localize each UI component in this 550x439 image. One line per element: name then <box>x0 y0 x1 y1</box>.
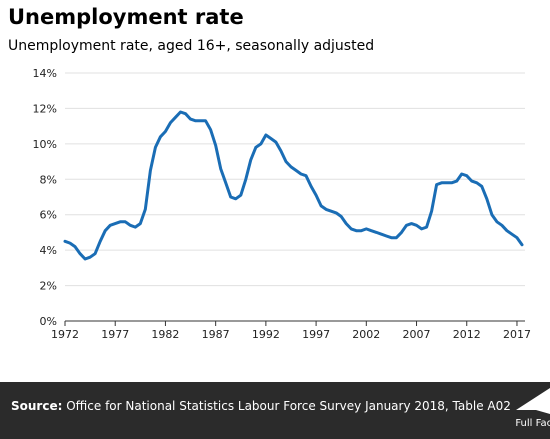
y-tick-label: 2% <box>40 280 57 293</box>
x-tick-label: 1977 <box>101 328 129 341</box>
x-tick-label: 1987 <box>202 328 230 341</box>
source-text: Source: Office for National Statistics L… <box>11 399 511 413</box>
y-tick-label: 0% <box>40 315 57 328</box>
source-footer: Source: Office for National Statistics L… <box>0 382 550 439</box>
full-fact-logo: Full Fact <box>502 388 550 434</box>
logo-mark-icon <box>516 388 550 414</box>
source-description: Office for National Statistics Labour Fo… <box>66 399 511 413</box>
x-tick-label: 1982 <box>151 328 179 341</box>
x-tick-label: 2012 <box>453 328 481 341</box>
x-tick-label: 2002 <box>352 328 380 341</box>
line-chart: 0% 2% 4% 6% 8% 10% 12% 14% 1972 1977 1982 1987 1992 1… <box>33 67 531 341</box>
y-tick-label: 14% <box>33 67 57 80</box>
y-tick-label: 8% <box>40 173 57 186</box>
y-tick-label: 6% <box>40 209 57 222</box>
x-tick-label: 2007 <box>403 328 431 341</box>
x-tick-label: 1972 <box>51 328 79 341</box>
y-tick-label: 4% <box>40 244 57 257</box>
x-tick-label: 1992 <box>252 328 280 341</box>
logo-text: Full Fact <box>515 418 550 429</box>
axes: 0% 2% 4% 6% 8% 10% 12% 14% 1972 1977 1982 1987 1992 1… <box>33 67 531 341</box>
series-layer <box>63 110 524 261</box>
series-line <box>63 110 524 261</box>
x-tick-label: 1997 <box>302 328 330 341</box>
y-tick-label: 10% <box>33 138 57 151</box>
x-tick-label: 2017 <box>503 328 531 341</box>
y-tick-label: 12% <box>33 102 57 115</box>
chart-title: Unemployment rate <box>8 5 244 29</box>
gridlines <box>65 72 525 287</box>
chart-subtitle: Unemployment rate, aged 16+, seasonally … <box>8 38 375 54</box>
source-label: Source: <box>11 399 63 413</box>
